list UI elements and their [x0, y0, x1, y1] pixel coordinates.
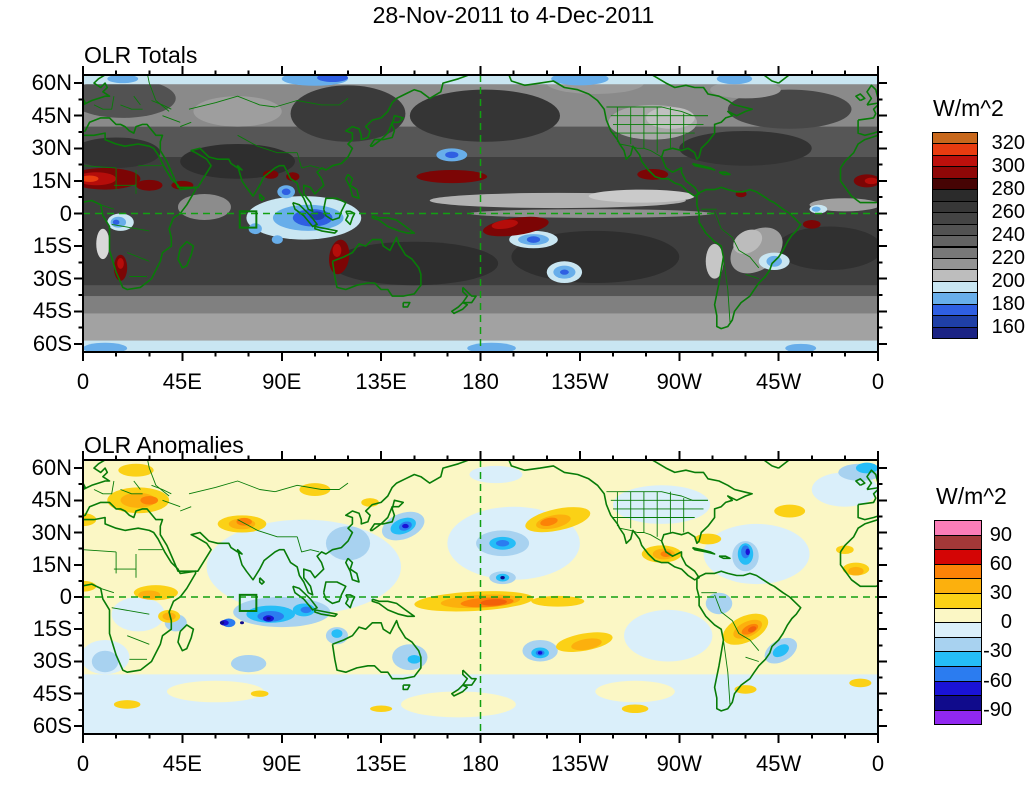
- y-tick-label: 60N: [31, 455, 72, 481]
- y-tick-label: 45S: [32, 298, 72, 324]
- x-tick-label: 45W: [756, 751, 802, 776]
- colorbar-tick-label: 60: [989, 552, 1012, 575]
- x-tick-label: 180: [462, 369, 499, 394]
- coastlines: [83, 460, 878, 712]
- colorbar-cell: [932, 326, 978, 340]
- y-tick-label: 0: [59, 200, 72, 226]
- colorbar-title-totals: W/m^2: [933, 95, 1004, 121]
- figure-title: 28-Nov-2011 to 4-Dec-2011: [372, 2, 655, 28]
- x-tick-label: 90E: [262, 369, 302, 394]
- colorbar-tick-label: 200: [991, 269, 1025, 292]
- index-region-box: [238, 210, 258, 229]
- panel-title-olr-totals: OLR Totals: [84, 42, 198, 68]
- x-tick-label: 135W: [551, 369, 609, 394]
- colorbar-tick-label: -30: [983, 640, 1012, 663]
- x-tick-label: 135E: [355, 369, 407, 394]
- y-tick-label: 60S: [32, 712, 72, 738]
- colorbar-tick-label: -90: [983, 698, 1012, 721]
- panel-title-olr-anomalies: OLR Anomalies: [84, 432, 244, 458]
- colorbar-cell: [934, 709, 982, 726]
- y-tick-label: 0: [59, 584, 72, 609]
- y-tick-label: 15N: [31, 167, 72, 193]
- y-tick-label: 15S: [32, 233, 72, 259]
- x-tick-label: 0: [871, 369, 885, 394]
- colorbar-tick-label: 300: [991, 155, 1025, 178]
- x-tick-label: 45E: [162, 751, 202, 776]
- x-tick-label: 90W: [656, 751, 702, 776]
- colorbar-tick-label: 180: [991, 292, 1025, 315]
- colorbar-tick-label: 220: [991, 246, 1025, 269]
- x-tick-label: 0: [76, 751, 90, 776]
- colorbar-title-anomalies: W/m^2: [936, 483, 1007, 509]
- x-tick-label: 180: [462, 751, 499, 776]
- colorbar-tick-label: 90: [989, 523, 1012, 546]
- map-olr-totals: [74, 66, 887, 361]
- map-layers: [83, 460, 878, 734]
- coastlines: [83, 75, 878, 330]
- y-tick-label: 30N: [31, 519, 72, 545]
- y-tick-label: 60N: [31, 70, 72, 96]
- axis-ticks: [74, 66, 887, 361]
- x-tick-label: 90W: [656, 369, 702, 394]
- map-olr-anomalies: [74, 451, 887, 743]
- colorbar-tick-label: 160: [991, 315, 1025, 338]
- x-tick-label: 0: [76, 369, 90, 394]
- x-tick-label: 45W: [756, 369, 802, 394]
- colorbar-tick-label: -60: [983, 669, 1012, 692]
- colorbar-tick-label: 260: [991, 201, 1025, 224]
- x-tick-label: 90E: [262, 751, 302, 776]
- y-tick-label: 45N: [31, 102, 72, 128]
- axis-ticks: [74, 451, 887, 743]
- x-tick-label: 135E: [355, 751, 407, 776]
- map-layers: [83, 75, 878, 352]
- index-region-box: [238, 593, 258, 612]
- colorbar-tick-label: 30: [989, 582, 1012, 604]
- colorbar-tick-label: 280: [991, 178, 1025, 201]
- map-features: [83, 75, 878, 352]
- x-tick-label: 0: [871, 751, 885, 776]
- y-tick-label: 45S: [32, 680, 72, 706]
- x-tick-label: 45E: [162, 369, 202, 394]
- colorbar-tick-label: 0: [1000, 611, 1012, 634]
- y-tick-label: 30N: [31, 135, 72, 161]
- colorbar-tick-label: 240: [991, 224, 1025, 247]
- colorbar-tick-label: 320: [991, 132, 1025, 155]
- y-tick-label: 30S: [32, 265, 72, 291]
- y-tick-label: 45N: [31, 487, 72, 513]
- y-tick-label: 60S: [32, 330, 72, 356]
- x-tick-label: 135W: [551, 751, 609, 776]
- y-tick-label: 15N: [31, 551, 72, 577]
- y-tick-label: 15S: [32, 616, 72, 642]
- y-tick-label: 30S: [32, 648, 72, 674]
